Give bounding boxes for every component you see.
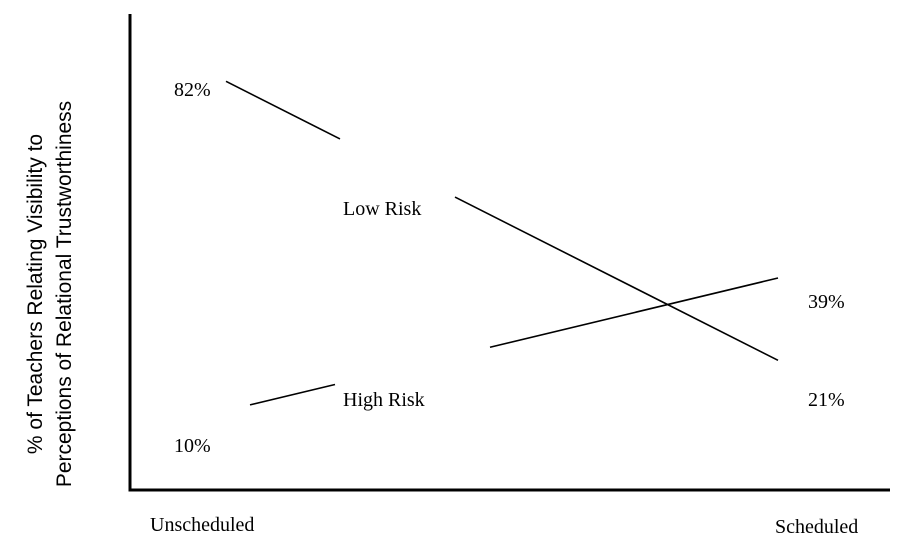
x-tick-label-unscheduled: Unscheduled xyxy=(150,514,254,536)
series-label-high-risk: High Risk xyxy=(343,389,425,411)
data-label-high-risk-unscheduled: 10% xyxy=(174,435,211,457)
series-line-high-risk-segment-2 xyxy=(489,277,779,348)
x-tick-label-scheduled: Scheduled xyxy=(775,516,858,538)
data-label-low-risk-scheduled: 21% xyxy=(808,389,845,411)
y-axis-label-line-1: % of Teachers Relating Visibility to xyxy=(24,134,47,454)
data-label-low-risk-unscheduled: 82% xyxy=(174,79,211,101)
series-line-high-risk-segment-1 xyxy=(249,383,336,406)
series-label-low-risk: Low Risk xyxy=(343,198,421,220)
y-axis-label-line-2: Perceptions of Relational Trustworthines… xyxy=(53,101,76,487)
series-line-low-risk-segment-1 xyxy=(225,80,341,140)
series-lines xyxy=(225,80,779,406)
data-label-high-risk-scheduled: 39% xyxy=(808,291,845,313)
series-line-low-risk-segment-2 xyxy=(454,196,779,362)
